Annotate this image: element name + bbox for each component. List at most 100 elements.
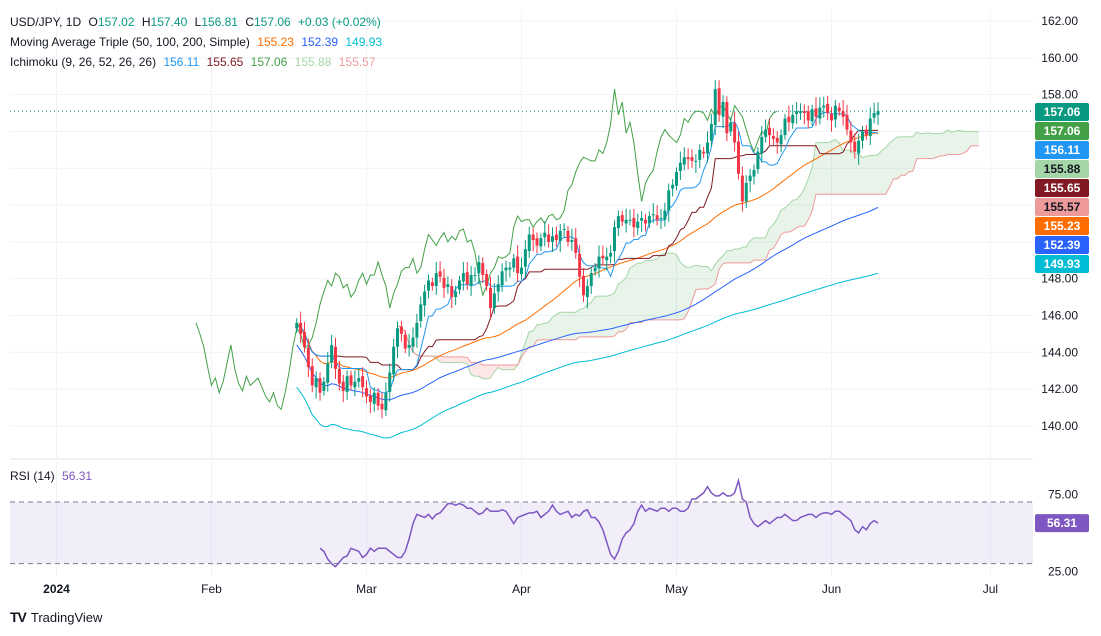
ichimoku-title[interactable]: Ichimoku (9, 26, 52, 26, 26) bbox=[10, 55, 157, 69]
candle-body bbox=[578, 253, 582, 277]
x-tick-label: Jun bbox=[822, 582, 841, 596]
cloud-segment bbox=[928, 132, 933, 159]
x-tick-label: May bbox=[665, 582, 688, 596]
ma-legend: Moving Average Triple (50, 100, 200, Sim… bbox=[10, 34, 386, 50]
cloud-segment bbox=[478, 362, 483, 379]
ma-title[interactable]: Moving Average Triple (50, 100, 200, Sim… bbox=[10, 35, 250, 49]
cloud-segment bbox=[850, 150, 855, 195]
tenkan-line bbox=[296, 111, 879, 394]
rsi-line bbox=[319, 477, 879, 568]
cloud-segment bbox=[583, 304, 588, 337]
candle-body bbox=[651, 214, 655, 216]
candle-body bbox=[349, 375, 353, 386]
cloud-segment bbox=[556, 312, 561, 340]
candle-body bbox=[729, 122, 733, 132]
cloud-segment bbox=[444, 356, 448, 363]
cloud-segment bbox=[630, 265, 634, 323]
cloud-segment bbox=[974, 131, 979, 146]
cloud-segment bbox=[804, 179, 809, 227]
span-b-value: 155.57 bbox=[338, 55, 376, 69]
candle-body bbox=[318, 378, 322, 393]
cloud-segment bbox=[858, 154, 863, 195]
candle-body bbox=[485, 274, 489, 287]
cloud-segment bbox=[579, 308, 584, 337]
candle-body bbox=[512, 258, 516, 268]
cloud-segment bbox=[707, 266, 712, 290]
tradingview-branding[interactable]: TV TradingView bbox=[10, 609, 102, 625]
candle-body bbox=[376, 392, 380, 406]
cloud-segment bbox=[610, 293, 615, 337]
cloud-segment bbox=[835, 139, 840, 195]
candle-body bbox=[531, 234, 535, 241]
candle-body bbox=[527, 234, 531, 252]
candle-body bbox=[702, 151, 706, 154]
rsi-badge-label: 56.31 bbox=[1047, 516, 1077, 530]
senkou-span-b-line bbox=[397, 145, 979, 366]
cloud-segment bbox=[757, 237, 762, 261]
candle-body bbox=[837, 107, 841, 112]
price-badge-label: 157.06 bbox=[1044, 105, 1081, 119]
chikou-line bbox=[195, 89, 778, 411]
open-label: O bbox=[88, 15, 98, 29]
rsi-title[interactable]: RSI (14) bbox=[10, 469, 55, 483]
candle-body bbox=[543, 232, 547, 238]
price-badge bbox=[1035, 178, 1089, 197]
y-tick-label: 140.00 bbox=[1041, 419, 1078, 433]
cloud-segment bbox=[661, 253, 665, 320]
ma50-line bbox=[296, 131, 879, 379]
kijun-value: 155.65 bbox=[206, 55, 244, 69]
candle-body bbox=[303, 332, 306, 347]
symbol-title[interactable]: USD/JPY, 1D bbox=[10, 15, 82, 29]
cloud-segment bbox=[738, 247, 743, 263]
cloud-segment bbox=[819, 142, 824, 195]
candle-body bbox=[826, 103, 830, 114]
tradingview-logo-icon: TV bbox=[10, 609, 27, 625]
close-value: 157.06 bbox=[254, 15, 291, 29]
cloud-segment bbox=[947, 129, 952, 155]
x-tick-label: Jul bbox=[983, 582, 998, 596]
price-badge-label: 156.11 bbox=[1044, 143, 1080, 157]
cloud-segment bbox=[936, 133, 940, 158]
candle-body bbox=[446, 284, 450, 287]
candle-body bbox=[434, 273, 438, 287]
candle-body bbox=[384, 392, 388, 411]
rsi-legend: RSI (14) 56.31 bbox=[10, 469, 92, 483]
cloud-segment bbox=[905, 136, 909, 176]
rsi-tick-label: 25.00 bbox=[1048, 564, 1078, 578]
candle-body bbox=[419, 304, 423, 321]
candle-body bbox=[574, 238, 578, 253]
cloud-segment bbox=[734, 248, 739, 263]
candle-body bbox=[876, 111, 880, 115]
cloud-segment bbox=[649, 259, 654, 320]
cloud-segment bbox=[680, 262, 685, 320]
candle-body bbox=[725, 102, 729, 134]
cloud-segment bbox=[548, 317, 553, 340]
candle-body bbox=[492, 293, 496, 309]
x-tick-label: Feb bbox=[201, 582, 222, 596]
candle-body bbox=[438, 271, 442, 277]
candle-body bbox=[737, 141, 740, 174]
y-tick-label: 158.00 bbox=[1041, 88, 1078, 102]
candle-body bbox=[314, 378, 318, 388]
candlesticks[interactable] bbox=[295, 80, 880, 419]
cloud-segment bbox=[645, 260, 650, 320]
candle-body bbox=[330, 344, 334, 363]
candle-body bbox=[806, 111, 810, 121]
candle-body bbox=[589, 273, 593, 287]
candle-body bbox=[392, 346, 396, 375]
high-value: 157.40 bbox=[150, 15, 188, 29]
candle-body bbox=[396, 328, 399, 347]
cloud-segment bbox=[788, 200, 793, 233]
price-badges: 157.06 157.06 156.11 155.88 155.65 155.57 155.… bbox=[1035, 102, 1089, 533]
candle-body bbox=[799, 111, 802, 114]
rsi-value: 56.31 bbox=[62, 469, 93, 483]
candle-body bbox=[733, 123, 737, 143]
candle-body bbox=[523, 249, 527, 267]
candle-body bbox=[713, 89, 717, 126]
open-value: 157.02 bbox=[97, 15, 135, 29]
price-badge-label: 155.65 bbox=[1044, 181, 1081, 195]
cloud-segment bbox=[971, 131, 975, 146]
candle-body bbox=[864, 129, 868, 136]
high-label: H bbox=[141, 15, 151, 29]
